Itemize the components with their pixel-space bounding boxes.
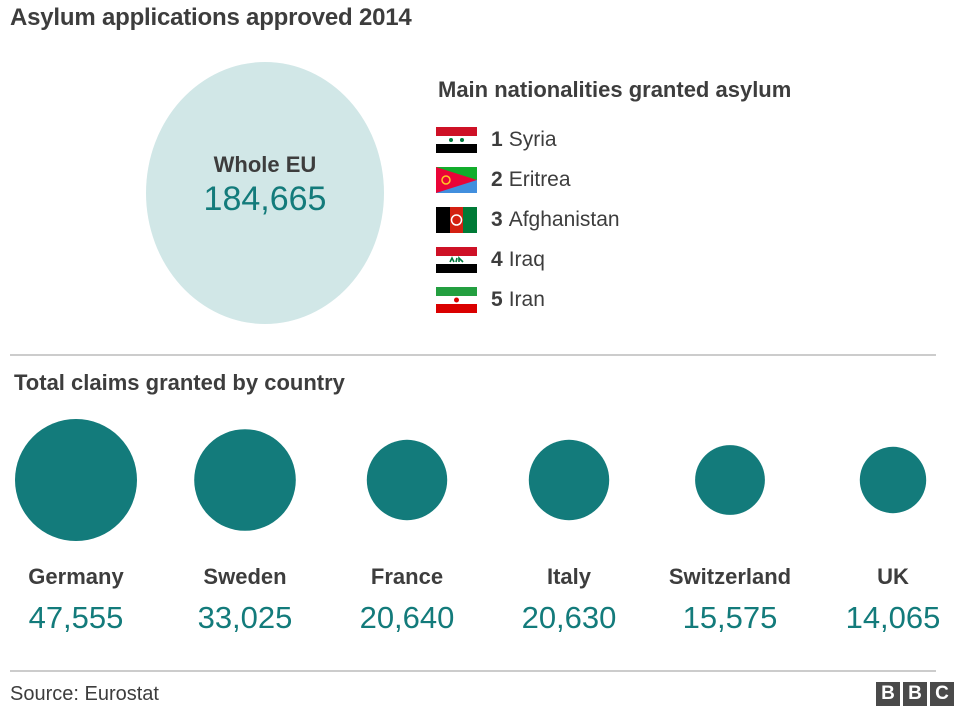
country-value-label: 15,575 xyxy=(683,600,778,635)
country-label: UK xyxy=(877,564,909,589)
country-label: Italy xyxy=(547,564,592,589)
afghanistan-flag-icon xyxy=(436,207,477,233)
bbc-logo-letter: B xyxy=(903,682,927,706)
country-label: Sweden xyxy=(203,564,286,589)
nationality-item: 4 Iraq xyxy=(436,240,620,280)
whole-eu-bubble xyxy=(146,62,384,324)
country-value-label: 20,630 xyxy=(522,600,617,635)
country-bubble xyxy=(528,439,610,521)
nationality-name: Iraq xyxy=(508,248,545,271)
country-bubble xyxy=(15,419,137,541)
source-note: Source: Eurostat xyxy=(10,683,159,705)
bbc-logo-letter: C xyxy=(930,682,954,706)
iraq-flag-icon xyxy=(436,247,477,273)
nationality-item: 1 Syria xyxy=(436,120,620,160)
nationalities-list: 1 Syria 2 Eritrea 3 Afghanistan 4 Iraq xyxy=(436,120,620,320)
nationality-name: Afghanistan xyxy=(508,208,620,231)
nationality-item: 5 Iran xyxy=(436,280,620,320)
nationality-rank: 2 xyxy=(491,168,503,191)
nationalities-title: Main nationalities granted asylum xyxy=(438,77,792,102)
section-title: Total claims granted by country xyxy=(14,370,345,395)
country-value-label: 47,555 xyxy=(29,600,124,635)
country-label: Switzerland xyxy=(669,564,791,589)
nationality-item: 3 Afghanistan xyxy=(436,200,620,240)
footer-divider xyxy=(10,670,936,672)
nationality-rank: 1 xyxy=(491,128,503,151)
nationality-rank: 4 xyxy=(491,248,503,271)
nationality-item: 2 Eritrea xyxy=(436,160,620,200)
section-divider xyxy=(10,354,936,356)
bbc-logo: B B C xyxy=(876,682,957,706)
country-label: Germany xyxy=(28,564,124,589)
nationality-rank: 3 xyxy=(491,208,503,231)
nationality-name: Eritrea xyxy=(508,168,571,191)
nationality-name: Iran xyxy=(508,288,545,311)
whole-eu-label: Whole EU xyxy=(213,152,317,177)
country-value-label: 33,025 xyxy=(198,600,293,635)
whole-eu-value: 184,665 xyxy=(203,180,327,218)
nationality-rank: 5 xyxy=(491,288,503,311)
country-bubble xyxy=(859,446,927,514)
bbc-logo-letter: B xyxy=(876,682,900,706)
country-bubble xyxy=(366,439,448,521)
country-bubble xyxy=(695,445,765,515)
country-bubble xyxy=(194,429,296,531)
country-bubble-chart: Germany 47,555 Sweden 33,025 France 20,640 Ita… xyxy=(15,419,941,635)
syria-flag-icon xyxy=(436,127,477,153)
eritrea-flag-icon xyxy=(436,167,477,193)
country-label: France xyxy=(371,564,443,589)
country-value-label: 20,640 xyxy=(360,600,455,635)
iran-flag-icon xyxy=(436,287,477,313)
nationality-name: Syria xyxy=(508,128,557,151)
chart-title: Asylum applications approved 2014 xyxy=(10,4,412,31)
country-value-label: 14,065 xyxy=(846,600,941,635)
